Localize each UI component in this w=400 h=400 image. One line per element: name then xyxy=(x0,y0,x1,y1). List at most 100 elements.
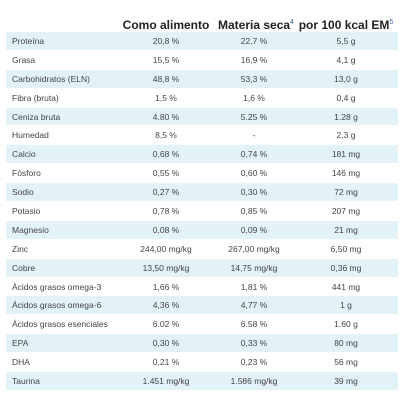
per-100kcal-value-cell: 13,0 g xyxy=(294,69,398,89)
dry-matter-value-cell: 22,7 % xyxy=(214,32,294,51)
per-100kcal-value-cell: 1 g xyxy=(294,295,398,316)
as-fed-value-cell: 0,21 % xyxy=(118,352,214,373)
per-100kcal-value-cell: 72 mg xyxy=(294,182,398,203)
as-fed-value-cell: 0,55 % xyxy=(118,163,214,184)
table-row: DHA 0,21 % 0,23 % 56 mg xyxy=(6,352,398,373)
per-100kcal-value-cell: 80 mg xyxy=(294,333,398,354)
nutrient-name-cell: Proteína xyxy=(6,32,118,51)
per-100kcal-value-cell: 146 mg xyxy=(294,163,398,184)
table-row: Zinc 244,00 mg/kg 267,00 mg/kg 6,50 mg xyxy=(6,239,398,259)
table-row: Potasio 0,78 % 0,85 % 207 mg xyxy=(6,201,398,221)
dry-matter-value-cell: 0,60 % xyxy=(214,163,294,184)
as-fed-value-cell: 0,08 % xyxy=(118,220,214,240)
dry-matter-value-cell: 0,74 % xyxy=(214,144,294,165)
header-per-100kcal: por 100 kcal EM5 xyxy=(294,10,398,32)
table-row: Humedad 8,5 % -2,3 g xyxy=(6,125,398,146)
as-fed-value-cell: 48,8 % xyxy=(118,69,214,89)
table-row: Sodio 0,27 % 0,30 % 72 mg xyxy=(6,182,398,203)
nutrient-name-cell: Ácidos grasos esenciales xyxy=(6,314,118,335)
table-row: EPA 0,30 % 0,33 % 80 mg xyxy=(6,333,398,354)
nutrient-name-cell: Grasa xyxy=(6,50,118,70)
dry-matter-value-cell: 0,23 % xyxy=(214,352,294,373)
table-row: Calcio 0,68 % 0,74 % 181 mg xyxy=(6,144,398,165)
as-fed-value-cell: 4,36 % xyxy=(118,295,214,316)
per-100kcal-value-cell: 0,4 g xyxy=(294,88,398,108)
nutrient-name-cell: Carbohidratos (ELN) xyxy=(6,69,118,89)
as-fed-value-cell: 0,30 % xyxy=(118,333,214,354)
per-100kcal-value-cell: 21 mg xyxy=(294,220,398,240)
dry-matter-value-cell: 0,85 % xyxy=(214,201,294,221)
as-fed-value-cell: 1,5 % xyxy=(118,88,214,108)
table-row: Ácidos grasos esenciales 6.02 % 6.58 % 1.60… xyxy=(6,314,398,335)
table-row: Grasa 15,5 % 16,9 % 4,1 g xyxy=(6,50,398,70)
per-100kcal-value-cell: 4,1 g xyxy=(294,50,398,70)
header-nutrient xyxy=(6,10,118,32)
as-fed-value-cell: 0,68 % xyxy=(118,144,214,165)
nutrient-name-cell: Humedad xyxy=(6,125,118,146)
nutrient-table: Como alimento Materia seca4 por 100 kcal… xyxy=(6,10,398,391)
per-100kcal-value-cell: 207 mg xyxy=(294,201,398,221)
nutrient-name-cell: Fibra (bruta) xyxy=(6,88,118,108)
footnote-link-5[interactable]: 5 xyxy=(389,19,394,26)
table-row: Fósforo 0,55 % 0,60 % 146 mg xyxy=(6,163,398,184)
dry-matter-value-cell: 14,75 mg/kg xyxy=(214,258,294,278)
nutrient-name-cell: Calcio xyxy=(6,144,118,165)
nutrient-name-cell: Magnesio xyxy=(6,220,118,240)
table-row: Carbohidratos (ELN) 48,8 % 53,3 % 13,0 g xyxy=(6,69,398,89)
as-fed-value-cell: 0,27 % xyxy=(118,182,214,203)
per-100kcal-value-cell: 39 mg xyxy=(294,371,398,391)
per-100kcal-value-cell: 6,50 mg xyxy=(294,239,398,259)
nutrient-name-cell: Cobre xyxy=(6,258,118,278)
dry-matter-value-cell: 0,09 % xyxy=(214,220,294,240)
footnote-link-4[interactable]: 4 xyxy=(290,19,294,26)
dry-matter-value-cell: 1,81 % xyxy=(214,277,294,297)
table-row: Ácidos grasos omega-6 4,36 % 4,77 % 1 g xyxy=(6,295,398,316)
as-fed-value-cell: 0,78 % xyxy=(118,201,214,221)
per-100kcal-value-cell: 5,5 g xyxy=(294,32,398,51)
as-fed-value-cell: 13,50 mg/kg xyxy=(118,258,214,278)
dry-matter-value-cell: 53,3 % xyxy=(214,69,294,89)
table-row: Taurina 1.451 mg/kg 1.586 mg/kg 39 mg xyxy=(6,371,398,391)
dry-matter-value-cell: - xyxy=(214,125,294,146)
table-row: Magnesio 0,08 % 0,09 % 21 mg xyxy=(6,220,398,240)
nutrient-name-cell: Ácidos grasos omega-3 xyxy=(6,277,118,297)
per-100kcal-value-cell: 441 mg xyxy=(294,277,398,297)
as-fed-value-cell: 1.451 mg/kg xyxy=(118,371,214,391)
per-100kcal-value-cell: 2,3 g xyxy=(294,125,398,146)
header-as-fed-label: Como alimento xyxy=(122,18,210,32)
nutrient-name-cell: DHA xyxy=(6,352,118,373)
header-per-100kcal-label: por 100 kcal EM xyxy=(298,18,390,32)
nutrient-name-cell: Zinc xyxy=(6,239,118,259)
nutrient-name-cell: Ceniza bruta xyxy=(6,107,118,127)
as-fed-value-cell: 6.02 % xyxy=(118,314,214,335)
table-body: Proteína 20,8 % 22,7 % 5,5 g Grasa 15,5 % 16,9… xyxy=(6,32,398,391)
as-fed-value-cell: 20,8 % xyxy=(118,32,214,51)
as-fed-value-cell: 15,5 % xyxy=(118,50,214,70)
dry-matter-value-cell: 4,77 % xyxy=(214,295,294,316)
as-fed-value-cell: 8,5 % xyxy=(118,125,214,146)
dry-matter-value-cell: 1.586 mg/kg xyxy=(214,371,294,391)
header-row: Como alimento Materia seca4 por 100 kcal… xyxy=(6,10,398,32)
table-row: Proteína 20,8 % 22,7 % 5,5 g xyxy=(6,32,398,51)
header-as-fed: Como alimento xyxy=(118,10,214,32)
table-row: Ceniza bruta 4.80 % 5.25 % 1.28 g xyxy=(6,107,398,127)
table-row: Fibra (bruta) 1,5 % 1,6 % 0,4 g xyxy=(6,88,398,108)
per-100kcal-value-cell: 56 mg xyxy=(294,352,398,373)
nutrient-name-cell: Taurina xyxy=(6,371,118,391)
nutrient-name-cell: EPA xyxy=(6,333,118,354)
dry-matter-value-cell: 1,6 % xyxy=(214,88,294,108)
nutrient-name-cell: Potasio xyxy=(6,201,118,221)
as-fed-value-cell: 1,66 % xyxy=(118,277,214,297)
as-fed-value-cell: 4.80 % xyxy=(118,107,214,127)
nutrient-name-cell: Fósforo xyxy=(6,163,118,184)
per-100kcal-value-cell: 181 mg xyxy=(294,144,398,165)
dry-matter-value-cell: 16,9 % xyxy=(214,50,294,70)
table-row: Ácidos grasos omega-3 1,66 % 1,81 % 441 mg xyxy=(6,277,398,297)
header-dry-matter-label: Materia seca xyxy=(218,18,291,32)
dry-matter-value-cell: 0,30 % xyxy=(214,182,294,203)
dry-matter-value-cell: 5.25 % xyxy=(214,107,294,127)
dry-matter-value-cell: 267,00 mg/kg xyxy=(214,239,294,259)
table-row: Cobre 13,50 mg/kg 14,75 mg/kg 0,36 mg xyxy=(6,258,398,278)
nutrient-name-cell: Sodio xyxy=(6,182,118,203)
